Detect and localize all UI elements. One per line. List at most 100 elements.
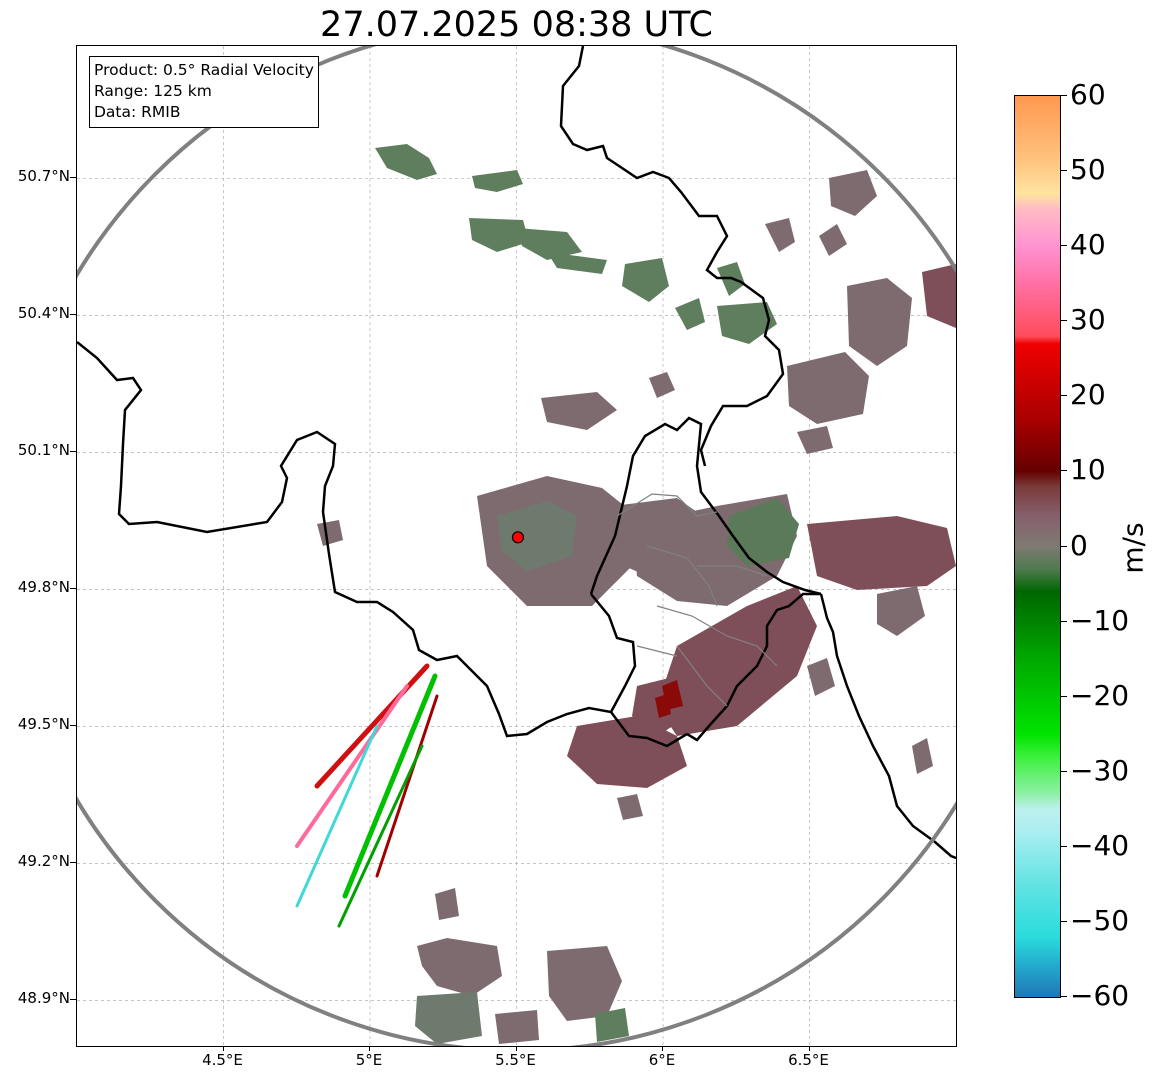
colorbar-tick-mark (1060, 770, 1067, 772)
colorbar-tick-label: −10 (1070, 603, 1130, 637)
echo-patch (317, 520, 343, 546)
echo-patch (657, 586, 817, 736)
colorbar-tick-label: 30 (1070, 303, 1106, 337)
admin-boundaries (616, 493, 778, 707)
echo-patch (649, 372, 675, 398)
echo-patch (469, 218, 529, 252)
colorbar-unit-label: m/s (1116, 522, 1150, 574)
colorbar-tick-label: −40 (1070, 828, 1130, 862)
longitude-tick-mark (222, 1046, 224, 1051)
colorbar-tick-label: 20 (1070, 378, 1106, 412)
echo-streak (337, 744, 424, 928)
latitude-label: 48.9°N (17, 989, 70, 1008)
colorbar-tick-mark (1060, 395, 1067, 397)
echo-patch (912, 738, 933, 774)
longitude-label: 5.5°E (495, 1051, 536, 1069)
echo-patch (617, 794, 643, 820)
colorbar-tick-mark (1060, 845, 1067, 847)
latitude-tick-mark (70, 588, 76, 590)
echo-patch (517, 228, 582, 260)
echo-patch (807, 516, 956, 590)
longitude-label: 5°E (355, 1051, 383, 1069)
colorbar-tick-mark (1060, 320, 1067, 322)
echo-patch (567, 716, 687, 788)
info-data-source: Data: RMIB (94, 103, 181, 121)
echo-patch (547, 946, 622, 1021)
country-borders (77, 46, 956, 860)
colorbar-tick-mark (1060, 470, 1067, 472)
echo-patch (495, 1010, 539, 1044)
info-range: Range: 125 km (94, 82, 212, 100)
latitude-tick-mark (70, 999, 76, 1001)
radar-map[interactable] (76, 45, 957, 1047)
latitude-label: 50.4°N (17, 304, 70, 323)
longitude-tick-mark (369, 1046, 370, 1051)
latitude-tick-mark (70, 862, 76, 864)
latitude-tick-mark (70, 177, 76, 179)
echo-patch (819, 224, 847, 256)
colorbar-tick-label: 0 (1070, 528, 1088, 562)
longitude-label: 6.5°E (788, 1051, 829, 1069)
longitude-tick-mark (662, 1046, 663, 1051)
germany-border-east (686, 592, 956, 860)
latitude-label: 49.2°N (17, 852, 70, 871)
echo-patch (595, 1008, 629, 1042)
echo-patch (829, 170, 877, 216)
echo-patch (655, 694, 671, 718)
echo-patch (717, 302, 777, 344)
echo-patch (415, 992, 482, 1044)
product-info-box: Product: 0.5° Radial Velocity Range: 125… (89, 56, 319, 128)
colorbar-tick-mark (1060, 620, 1067, 622)
colorbar-tick-mark (1060, 920, 1067, 922)
echo-patch (541, 392, 617, 430)
colorbar-gradient (1015, 96, 1060, 997)
echo-patch (922, 264, 956, 328)
colorbar-tick-label: 50 (1070, 153, 1106, 187)
echo-patch (435, 888, 459, 920)
echo-patch (807, 658, 835, 696)
luxembourg-border-south (590, 593, 637, 713)
echo-patch (547, 252, 607, 274)
colorbar-tick-mark (1060, 545, 1067, 547)
echo-patch (497, 501, 577, 571)
latitude-label: 49.5°N (17, 715, 70, 734)
colorbar-tick-label: −60 (1070, 979, 1130, 1012)
echo-patch (877, 586, 925, 636)
radar-map-canvas (77, 46, 956, 1046)
colorbar (1014, 95, 1061, 998)
velocity-echoes (295, 144, 956, 1044)
colorbar-fill (1015, 96, 1060, 997)
colorbar-tick-mark (1060, 170, 1067, 172)
colorbar-tick-label: 10 (1070, 453, 1106, 487)
latitude-tick-mark (70, 725, 76, 727)
info-product: Product: 0.5° Radial Velocity (94, 61, 314, 79)
longitude-label: 6°E (648, 1051, 676, 1069)
longitude-label: 4.5°E (202, 1051, 243, 1069)
echo-streak (342, 673, 438, 899)
colorbar-tick-mark (1060, 695, 1067, 697)
echo-streak (375, 694, 439, 878)
echo-streak (295, 684, 409, 848)
colorbar-tick-label: −30 (1070, 753, 1130, 787)
echo-patch (765, 218, 795, 252)
echo-patch (847, 278, 912, 366)
latitude-tick-mark (70, 314, 76, 316)
echo-patch (797, 426, 833, 454)
luxembourg-border-west (589, 416, 822, 596)
germany-border-north (559, 46, 785, 467)
radar-site-marker (511, 531, 525, 544)
echo-patch (417, 938, 502, 996)
colorbar-tick-mark (1060, 245, 1067, 247)
echo-patch (375, 144, 437, 180)
longitude-tick-mark (515, 1046, 517, 1051)
belgium-france-border (77, 341, 688, 748)
canton-border (616, 493, 778, 707)
echo-patch (787, 352, 869, 424)
colorbar-tick-mark (1060, 996, 1067, 997)
latitude-label: 50.1°N (17, 441, 70, 460)
latitude-tick-mark (70, 451, 76, 453)
map-title: 27.07.2025 08:38 UTC (320, 5, 713, 45)
latitude-label: 50.7°N (17, 167, 70, 186)
colorbar-tick-label: −50 (1070, 903, 1130, 937)
longitude-tick-mark (808, 1046, 810, 1051)
